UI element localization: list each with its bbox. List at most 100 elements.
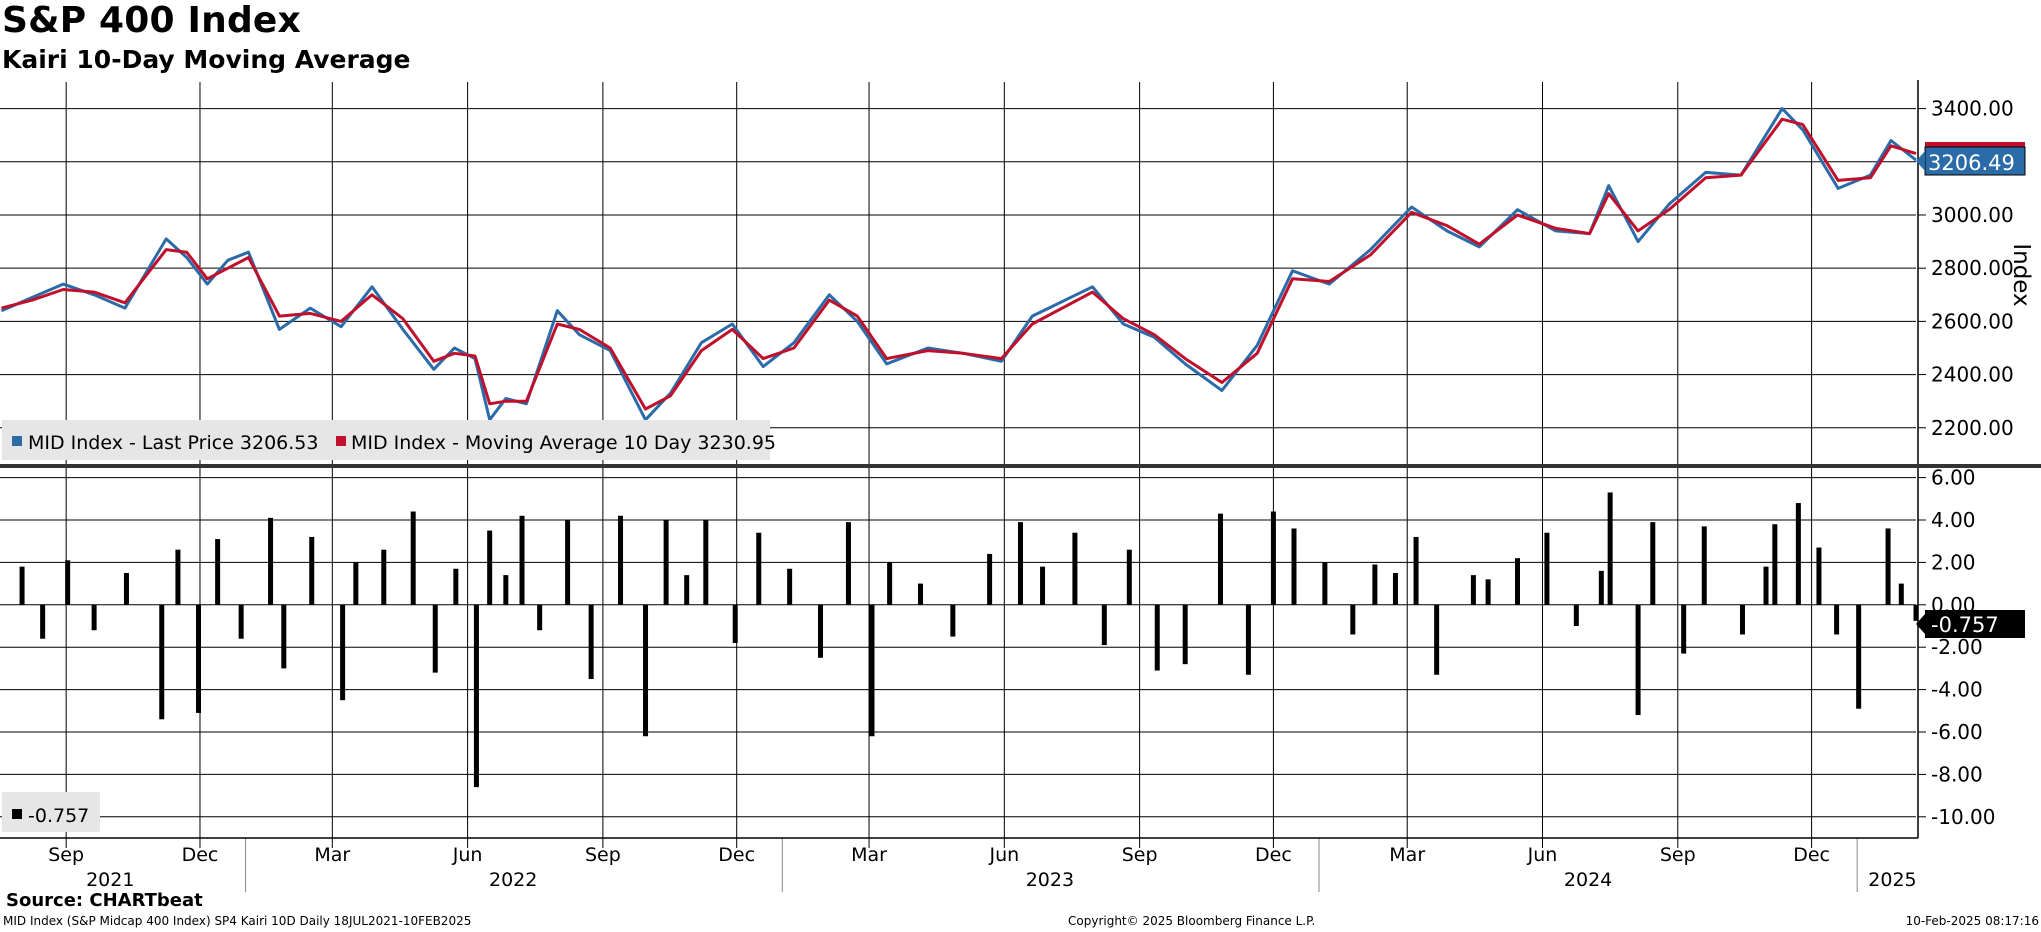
- kairi-legend-label: -0.757: [28, 805, 89, 827]
- kairi-bar: [340, 604, 346, 701]
- kairi-bar: [663, 520, 669, 605]
- kairi-bar: [1816, 547, 1822, 605]
- kairi-bar: [473, 604, 479, 788]
- kairi-bar: [950, 604, 956, 637]
- kairi-bar: [1772, 524, 1778, 605]
- kairi-bar: [381, 549, 387, 605]
- price-line: [0, 107, 1917, 422]
- price-lines: [0, 107, 1917, 422]
- ma-legend-label: MID Index - Moving Average 10 Day 3230.9…: [351, 432, 776, 454]
- x-year-label: 2023: [1026, 869, 1074, 891]
- upper-y-tick-label: 3000.00: [1931, 203, 2014, 227]
- lower-y-tick-label: -8.00: [1931, 762, 1983, 786]
- kairi-bar: [756, 532, 762, 605]
- kairi-bar: [1544, 532, 1550, 605]
- kairi-bar: [1834, 604, 1840, 635]
- kairi-bar: [1291, 528, 1297, 605]
- kairi-bar: [268, 517, 274, 605]
- chart-overlay: MID Index - Last Price 3206.53 MID Index…: [2, 142, 2034, 832]
- kairi-bar: [918, 583, 924, 605]
- kairi-bar: [1392, 573, 1398, 605]
- kairi-bar: [1126, 549, 1132, 605]
- kairi-bar: [1485, 579, 1491, 605]
- kairi-bar: [353, 562, 359, 605]
- kairi-bars: [19, 492, 1919, 788]
- x-month-label: Sep: [1122, 844, 1158, 866]
- kairi-bar: [487, 530, 493, 605]
- kairi-bar: [845, 522, 851, 605]
- kairi-bar: [1598, 570, 1604, 605]
- x-month-label: Sep: [585, 844, 621, 866]
- lower-y-tick-label: -6.00: [1931, 720, 1983, 744]
- kairi-bar: [123, 573, 129, 605]
- kairi-bar: [1763, 566, 1769, 605]
- kairi-bar: [1217, 513, 1223, 605]
- chart-subtitle: Kairi 10-Day Moving Average: [2, 45, 411, 74]
- kairi-bar: [684, 575, 690, 605]
- upper-y-tick-label: 2800.00: [1931, 256, 2014, 280]
- lower-y-tick-label: -10.00: [1931, 805, 1995, 829]
- kairi-bar: [519, 515, 525, 605]
- kairi-bar: [238, 604, 244, 639]
- upper-y-tick-label: 3400.00: [1931, 97, 2014, 121]
- kairi-bar: [281, 604, 287, 669]
- kairi-bar: [215, 539, 221, 605]
- series-description: MID Index (S&P Midcap 400 Index) SP4 Kai…: [3, 914, 472, 928]
- kairi-bar: [159, 604, 165, 720]
- kairi-bar: [1885, 528, 1891, 605]
- kairi-bar: [1856, 604, 1862, 709]
- kairi-bar: [565, 520, 571, 605]
- lower-y-tick-label: 6.00: [1931, 466, 1976, 490]
- kairi-bar: [588, 604, 594, 679]
- lower-y-tick-label: -2.00: [1931, 635, 1983, 659]
- x-year-label: 2024: [1564, 869, 1612, 891]
- kairi-bar: [1607, 492, 1613, 605]
- kairi-bar: [1913, 604, 1919, 621]
- lower-y-tick-label: 4.00: [1931, 508, 1976, 532]
- kairi-badge-label: -0.757: [1931, 613, 1999, 637]
- price-badge-label: 3206.49: [1928, 151, 2015, 175]
- kairi-bar: [787, 568, 793, 605]
- x-month-label: Dec: [718, 844, 755, 866]
- kairi-bar: [1101, 604, 1107, 646]
- x-year-label: 2025: [1868, 869, 1916, 891]
- kairi-bar: [1681, 604, 1687, 654]
- kairi-value-badge: [1925, 610, 2025, 638]
- kairi-bar: [1413, 536, 1419, 605]
- kairi-bar: [175, 549, 181, 605]
- x-year-label: 2021: [86, 869, 134, 891]
- upper-y-tick-label: 2400.00: [1931, 363, 2014, 387]
- moving-average-line: [1, 117, 1917, 411]
- kairi-bar: [1245, 604, 1251, 675]
- chart-title: S&P 400 Index: [2, 0, 301, 41]
- kairi-bar: [1270, 511, 1276, 605]
- price-badge-pointer: [1916, 151, 1925, 171]
- kairi-bar: [1795, 503, 1801, 605]
- kairi-bar: [869, 604, 875, 737]
- kairi-bar: [91, 604, 97, 631]
- x-month-label: Dec: [182, 844, 219, 866]
- kairi-bar: [1040, 566, 1046, 605]
- price-value-badge: [1924, 146, 2026, 176]
- kairi-bar: [1322, 562, 1328, 605]
- kairi-bar: [987, 553, 993, 605]
- kairi-bar: [643, 604, 649, 737]
- kairi-bar: [1898, 583, 1904, 605]
- lower-y-tick-label: -4.00: [1931, 678, 1983, 702]
- kairi-bar: [453, 568, 459, 605]
- upper-panel-grid: [0, 82, 1916, 465]
- x-month-label: Jun: [452, 844, 483, 866]
- kairi-bar: [432, 604, 438, 673]
- kairi-bar: [1350, 604, 1356, 635]
- kairi-bar: [537, 604, 543, 631]
- kairi-legend-swatch: [12, 809, 22, 819]
- kairi-bar: [1701, 526, 1707, 605]
- x-month-label: Mar: [851, 844, 887, 866]
- upper-y-tick-label: 2600.00: [1931, 309, 2014, 333]
- kairi-bar: [1573, 604, 1579, 626]
- x-month-label: Mar: [314, 844, 350, 866]
- kairi-bar: [65, 560, 71, 605]
- ma-legend-swatch: [336, 436, 346, 446]
- timestamp: 10-Feb-2025 08:17:16: [1905, 914, 2039, 928]
